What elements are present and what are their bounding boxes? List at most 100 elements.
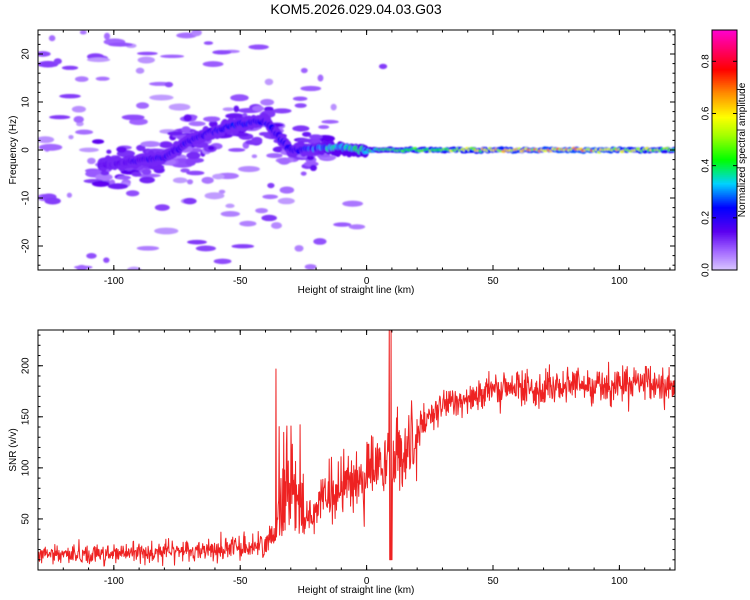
spectrogram-cell [348, 224, 366, 230]
snr-panel: -100 -50 0 50 100 50 100 150 200 Height of stra… [8, 329, 676, 596]
colorbar-cell [712, 230, 737, 233]
colorbar-cell [712, 210, 737, 213]
colorbar: 0.0 0.2 0.4 0.6 0.8 Normalized spectral ampl… [701, 29, 748, 277]
colorbar-cell [712, 220, 737, 223]
spectrogram-cell [230, 94, 249, 102]
spectrogram-cell [86, 57, 111, 63]
colorbar-cell [712, 100, 737, 103]
colorbar-cell [712, 32, 737, 35]
colorbar-cell [712, 176, 737, 179]
colorbar-cell [712, 242, 737, 245]
spectrogram-cell [306, 155, 315, 161]
spectrogram-cell [79, 30, 87, 35]
spectrogram-x-ticks: -100 -50 0 50 100 [37, 30, 671, 287]
spectrogram-cell [92, 139, 105, 144]
colorbar-cell [712, 206, 737, 209]
spectrogram-cell [300, 171, 307, 176]
spectrogram-cell [95, 173, 113, 181]
spectrogram-cell [125, 190, 140, 197]
spectrogram-cell [181, 126, 191, 133]
spectrogram-cell [201, 176, 214, 184]
colorbar-cell [712, 60, 737, 63]
colorbar-cell [712, 96, 737, 99]
colorbar-cell [712, 130, 737, 133]
snr-x-label: Height of straight line (km) [298, 585, 415, 596]
spectrogram-cell [212, 173, 225, 180]
spectrogram-cell [136, 102, 149, 109]
spectrogram-y-ticks: -20 -10 0 10 20 [21, 34, 675, 266]
spectrogram-y-tick-label: 0 [21, 147, 32, 153]
spectrogram-cell [160, 54, 185, 59]
colorbar-frame [711, 29, 738, 271]
spectrogram-cell [262, 194, 278, 200]
spectrogram-cell [91, 180, 110, 187]
colorbar-cell [712, 50, 737, 53]
spectrogram-y-tick-label: -10 [21, 190, 32, 205]
spectrogram-cell [239, 220, 257, 227]
spectrogram-cell [141, 168, 152, 175]
spectrogram-y-tick-label: 20 [21, 48, 32, 60]
spectrogram-cell [304, 264, 317, 270]
spectrogram-cell [154, 204, 170, 211]
spectrogram-cell [53, 58, 62, 65]
colorbar-cell [712, 116, 737, 119]
spectrogram-cell [261, 214, 277, 222]
spectrogram-cell [317, 74, 324, 82]
colorbar-cell [712, 86, 737, 89]
spectrogram-cell [106, 149, 112, 154]
spectrogram-cell [225, 113, 245, 119]
spectrogram-cell [238, 166, 260, 173]
colorbar-cell [712, 214, 737, 217]
colorbar-tick-label: 0.6 [701, 106, 712, 120]
colorbar-cell [712, 88, 737, 91]
colorbar-cell [712, 228, 737, 231]
spectrogram-cell [292, 96, 308, 101]
spectrogram-cell [136, 173, 161, 178]
spectrogram-cell [342, 200, 364, 207]
spectrogram-cell [302, 131, 312, 137]
spectrogram-cell [225, 203, 235, 209]
spectrogram-cell [136, 144, 146, 152]
spectrogram-y-tick-label: 10 [21, 96, 32, 108]
colorbar-cell [712, 168, 737, 171]
colorbar-cell [712, 226, 737, 229]
spectrogram-cell [137, 56, 155, 64]
spectrogram-cell [48, 35, 56, 42]
spectrogram-cell [168, 103, 191, 111]
colorbar-cell [712, 34, 737, 37]
snr-y-ticks: 50 100 150 200 [21, 334, 675, 571]
colorbar-cell [712, 146, 737, 149]
colorbar-cell [712, 248, 737, 251]
snr-y-tick-label: 200 [21, 357, 32, 374]
spectrogram-cell [87, 157, 96, 165]
spectrogram-cell [218, 189, 226, 194]
colorbar-cell [712, 246, 737, 249]
colorbar-cell [712, 232, 737, 235]
colorbar-cell [712, 190, 737, 193]
spectrogram-x-tick-label: -50 [233, 276, 248, 287]
spectrogram-cell [186, 179, 194, 185]
spectrogram-cell [195, 245, 217, 252]
spectrogram-cell [330, 103, 337, 111]
spectrogram-cell [208, 145, 215, 151]
colorbar-cell [712, 266, 737, 269]
spectrogram-cell [188, 121, 206, 127]
spectrogram-cell [79, 147, 99, 153]
spectrogram-cell [248, 44, 269, 50]
spectrogram-cell [103, 32, 111, 40]
colorbar-cell [712, 110, 737, 113]
colorbar-cell [712, 150, 737, 153]
spectrogram-cell [127, 266, 142, 270]
spectrogram-cell [38, 51, 51, 57]
colorbar-cell [712, 122, 737, 125]
spectrogram-cell [108, 42, 133, 47]
snr-y-tick-label: 50 [21, 513, 32, 525]
colorbar-cell [712, 134, 737, 137]
spectrogram-marks [38, 30, 675, 270]
colorbar-cell [712, 224, 737, 227]
colorbar-cell [712, 92, 737, 95]
snr-y-label: SNR (v/v) [8, 428, 19, 471]
spectrogram-cell [136, 245, 160, 251]
spectrogram-cell [136, 51, 158, 56]
